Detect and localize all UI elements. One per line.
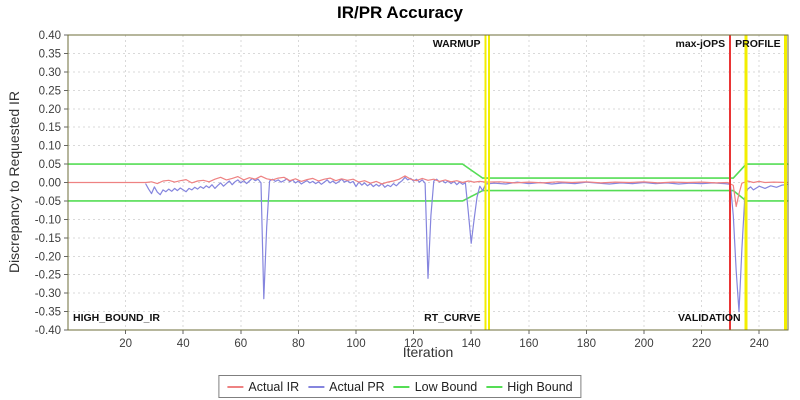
legend-label-low-bound: Low Bound — [414, 379, 478, 394]
x-tick-label: 220 — [692, 338, 711, 350]
plot-border — [67, 34, 789, 331]
legend-label-actual-ir: Actual IR — [248, 379, 300, 394]
plot-area: -0.40 -0.35 -0.30 -0.25 -0.20 -0.15 -0.10 -0.05… — [35, 30, 789, 350]
phase-label-max-jops: max-jOPS — [675, 38, 725, 50]
series-low-bound — [67, 189, 789, 202]
x-tick-label: 120 — [404, 338, 423, 350]
x-tick-label: 140 — [462, 338, 481, 350]
x-tick-label: 160 — [519, 338, 538, 350]
series-group — [67, 163, 789, 313]
x-tick-label: 60 — [234, 338, 247, 350]
legend-swatch-actual-pr — [308, 385, 325, 388]
legend-item-low-bound: Low Bound — [393, 379, 478, 394]
tick-labels: -0.40 -0.35 -0.30 -0.25 -0.20 -0.15 -0.10 -0.05… — [35, 30, 769, 350]
series-actual-pr — [145, 176, 789, 313]
legend: Actual IR Actual PR Low Bound High Bound — [218, 375, 582, 398]
grid — [68, 35, 788, 330]
y-tick-label: 0.35 — [39, 48, 61, 60]
y-tick-label: -0.10 — [35, 214, 61, 226]
legend-label-high-bound: High Bound — [507, 379, 573, 394]
legend-item-actual-pr: Actual PR — [308, 380, 385, 394]
series-high-bound — [67, 163, 789, 179]
x-tick-label: 80 — [292, 338, 305, 350]
y-tick-label: -0.20 — [35, 251, 61, 263]
phase-label-profile: PROFILE — [735, 38, 781, 50]
y-tick-label: 0.40 — [39, 30, 61, 42]
y-tick-label: 0.30 — [39, 67, 61, 79]
phase-label-validation: VALIDATION — [678, 312, 741, 324]
x-tick-label: 200 — [634, 338, 653, 350]
chart-title: IR/PR Accuracy — [337, 3, 463, 22]
legend-item-high-bound: High Bound — [486, 379, 573, 394]
y-tick-label: 0.00 — [39, 178, 61, 190]
y-tick-label: -0.25 — [35, 270, 61, 282]
phase-lines — [484, 35, 788, 330]
phase-label-high-bound-ir: HIGH_BOUND_IR — [73, 312, 160, 324]
y-tick-label: 0.05 — [39, 159, 61, 171]
legend-label-actual-pr: Actual PR — [329, 379, 385, 394]
y-tick-label: -0.30 — [35, 288, 61, 300]
y-tick-label: -0.05 — [35, 196, 61, 208]
y-tick-label: 0.20 — [39, 104, 61, 116]
legend-swatch-actual-ir — [227, 385, 244, 388]
x-tick-label: 20 — [119, 338, 132, 350]
x-tick-label: 100 — [346, 338, 365, 350]
axis-ticks — [64, 34, 760, 334]
y-tick-label: 0.10 — [39, 141, 61, 153]
y-axis-title: Discrepancy to Requested IR — [6, 90, 22, 274]
y-tick-label: -0.40 — [35, 325, 61, 337]
legend-swatch-high-bound — [486, 385, 503, 388]
y-tick-label: -0.15 — [35, 233, 61, 245]
phase-label-warmup: WARMUP — [433, 38, 481, 50]
legend-swatch-low-bound — [393, 385, 410, 388]
x-axis-title: Iteration — [402, 344, 454, 360]
phase-labels: WARMUP max-jOPS PROFILE HIGH_BOUND_IR RT_CUR… — [73, 38, 781, 324]
x-tick-label: 240 — [750, 338, 769, 350]
y-tick-label: 0.15 — [39, 122, 61, 134]
x-tick-label: 40 — [177, 338, 190, 350]
legend-item-actual-ir: Actual IR — [227, 380, 299, 394]
y-tick-label: -0.35 — [35, 307, 61, 319]
y-tick-label: 0.25 — [39, 85, 61, 97]
x-tick-label: 180 — [577, 338, 596, 350]
series-actual-ir — [67, 175, 789, 208]
phase-label-rt-curve: RT_CURVE — [424, 312, 480, 324]
